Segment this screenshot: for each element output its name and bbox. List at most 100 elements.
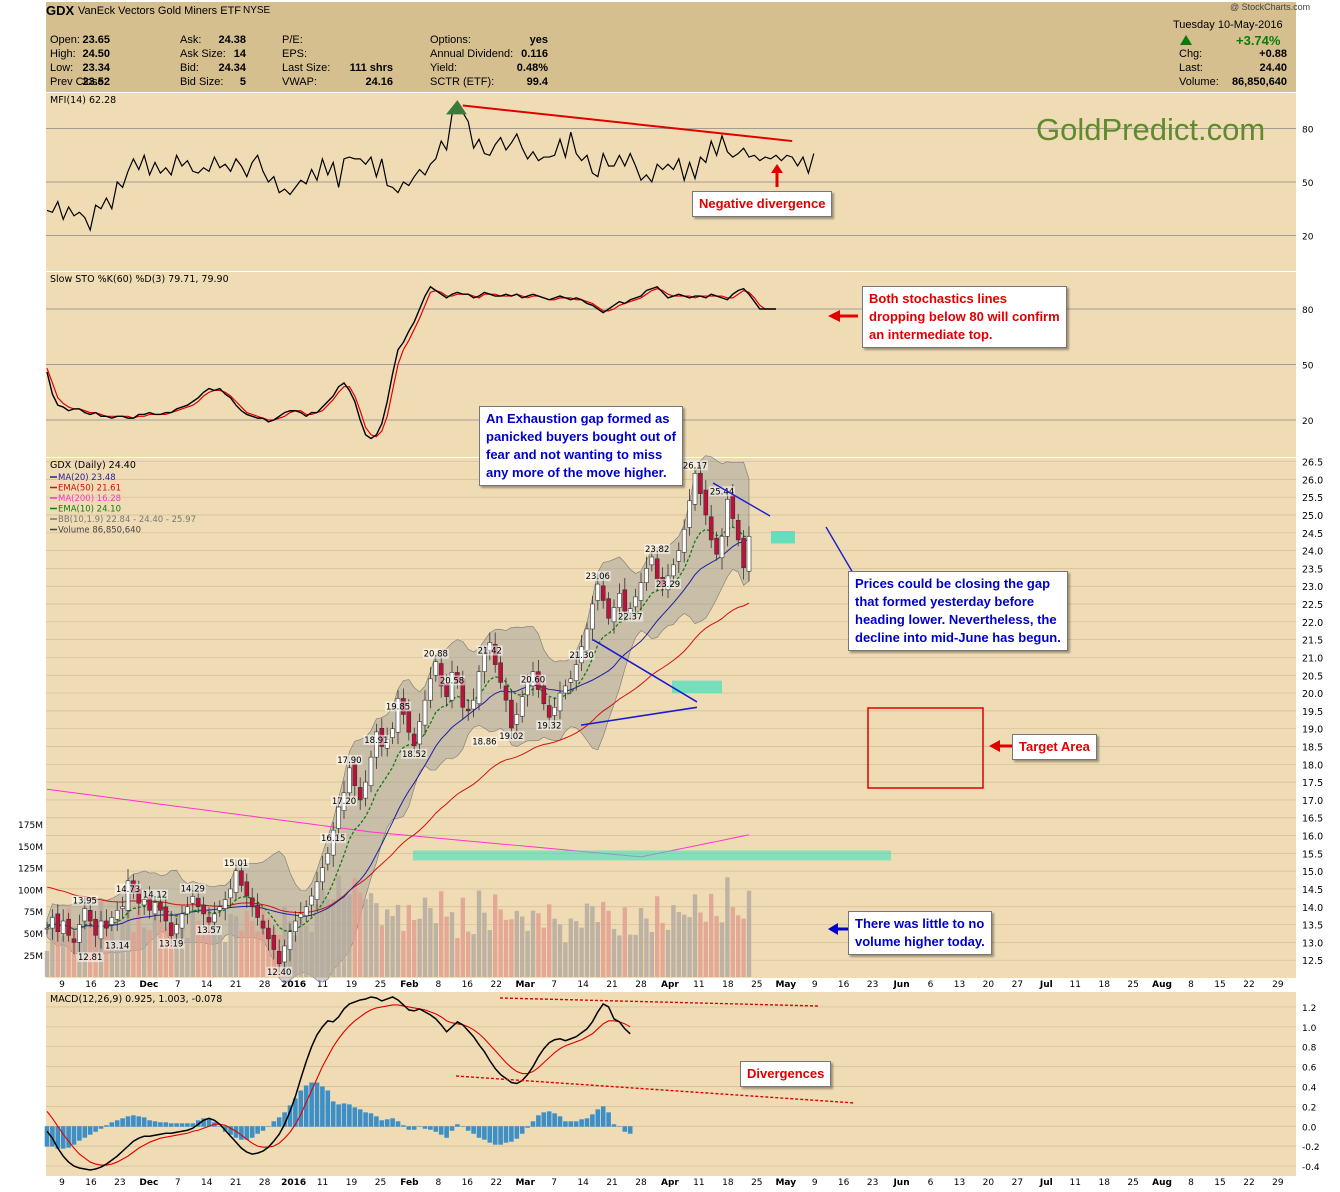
x-tick-label: Dec xyxy=(139,1178,158,1188)
candle-body xyxy=(438,663,444,687)
macd-histogram-bar xyxy=(563,1121,568,1127)
mfi-divergence-line xyxy=(462,104,793,143)
left-arrow-icon xyxy=(828,923,838,935)
candle-body xyxy=(714,537,719,555)
macd-histogram-bar xyxy=(492,1126,498,1145)
x-tick-label: 14 xyxy=(201,980,213,990)
volume-bar xyxy=(336,875,341,977)
candle-body xyxy=(174,924,179,935)
price-label-bg xyxy=(320,833,347,844)
macd-histogram-bar xyxy=(255,1126,260,1134)
stat-label: Last Size: xyxy=(282,62,331,74)
macd-histogram-bar xyxy=(131,1115,136,1127)
candle-body xyxy=(163,906,169,922)
macd-histogram-bar xyxy=(541,1112,547,1127)
breakout-zone xyxy=(672,680,722,694)
volume-bar xyxy=(552,918,557,977)
y-tick-label: 18.5 xyxy=(1302,742,1323,753)
price-label-bg xyxy=(471,736,498,747)
price-label: 19.32 xyxy=(537,721,561,731)
symbol: GDX xyxy=(46,3,75,18)
callout-line: that formed yesterday before xyxy=(855,594,1035,609)
y-tick-label: 1.0 xyxy=(1302,1024,1317,1034)
macd-histogram-bar xyxy=(93,1126,98,1132)
volume-bar xyxy=(692,894,698,977)
volume-bar xyxy=(730,907,735,977)
x-tick-label: 16 xyxy=(85,1178,97,1188)
candle-body xyxy=(185,906,190,915)
candle-body xyxy=(417,721,422,745)
y-tick-label: 22.0 xyxy=(1302,618,1323,629)
x-tick-label: 8 xyxy=(1188,980,1194,990)
macd-histogram-bar xyxy=(363,1112,368,1127)
y-tick-label: 20.5 xyxy=(1302,671,1323,682)
macd-histogram-bar xyxy=(174,1123,179,1127)
y-tick-label: 18.0 xyxy=(1302,760,1323,771)
candle-body xyxy=(509,699,514,729)
stat-label: EPS: xyxy=(282,48,308,60)
watermark: GoldPredict.com xyxy=(1036,112,1266,147)
candle-body xyxy=(681,528,687,553)
macd-histogram-bar xyxy=(120,1118,125,1127)
legend-entry: MA(20) 23.48 xyxy=(58,473,116,483)
macd-histogram-bar xyxy=(266,1126,271,1127)
instrument-name: VanEck Vectors Gold Miners ETF xyxy=(78,5,242,17)
macd-histogram-bar xyxy=(487,1126,493,1143)
volume-bar xyxy=(568,918,573,977)
volume-bar xyxy=(660,923,665,977)
volume-bar xyxy=(196,920,201,977)
triangle-upper-line xyxy=(592,638,698,703)
macd-histogram-bar xyxy=(82,1126,88,1138)
stat-value: 23.52 xyxy=(82,76,110,88)
volume-bar xyxy=(115,940,120,977)
macd-histogram-bar xyxy=(44,1126,50,1147)
price-label: 12.40 xyxy=(267,968,291,978)
x-tick-label: 25 xyxy=(751,1178,762,1188)
macd-histogram-bar xyxy=(114,1120,120,1127)
x-tick-label: 20 xyxy=(983,980,995,990)
macd-histogram-bar xyxy=(163,1122,169,1127)
stat-label: Bid: xyxy=(180,62,199,74)
x-tick-label: 16 xyxy=(838,980,850,990)
volume-bar xyxy=(741,918,746,977)
macd-histogram-bar xyxy=(444,1126,449,1138)
volume-bar xyxy=(493,894,498,977)
volume-bar xyxy=(709,893,714,977)
macd-histogram-bar xyxy=(595,1109,601,1127)
y-tick-label: 15.0 xyxy=(1302,867,1323,878)
legend-entry: EMA(50) 21.61 xyxy=(58,484,121,494)
y-tick-label: -0.2 xyxy=(1302,1143,1320,1153)
x-tick-label: 28 xyxy=(259,1178,271,1188)
volume-bar xyxy=(449,912,455,977)
candle-body xyxy=(595,583,601,601)
macd-histogram-bar xyxy=(530,1121,536,1127)
x-tick-label: 28 xyxy=(635,1178,647,1188)
x-tick-label: 19 xyxy=(346,1178,358,1188)
x-tick-label: May xyxy=(775,980,796,990)
candle-body xyxy=(314,881,320,900)
price-label-bg xyxy=(77,952,104,963)
volume-bar xyxy=(298,915,303,977)
volume-bar xyxy=(179,923,185,977)
volume-bar xyxy=(309,932,314,977)
macd-histogram-bar xyxy=(433,1126,439,1132)
legend-entry: BB(10,1.9) 22.84 - 24.40 - 25.97 xyxy=(58,515,196,525)
y-tick-label: 12.5 xyxy=(1302,956,1323,967)
stat-label: Chg: xyxy=(1179,48,1203,60)
volume-bar xyxy=(352,878,357,977)
y-tick-label: 16.5 xyxy=(1302,814,1323,825)
volume-bar xyxy=(574,921,579,977)
volume-bar xyxy=(746,890,752,977)
date-label: Tuesday 10-May-2016 xyxy=(1173,19,1283,31)
y-tick-label: 24.0 xyxy=(1302,547,1323,558)
volume-bar xyxy=(206,909,212,977)
volume-bar xyxy=(374,903,379,977)
x-tick-label: 22 xyxy=(1243,980,1254,990)
y-tick-label: 26.0 xyxy=(1302,475,1323,486)
macd-histogram-bar xyxy=(276,1117,282,1127)
y-tick-label: 24.5 xyxy=(1302,529,1323,540)
x-tick-label: 23 xyxy=(114,1178,125,1188)
macd-histogram-bar xyxy=(552,1113,557,1127)
macd-histogram-bar xyxy=(136,1116,142,1127)
x-tick-label: 11 xyxy=(1070,1178,1081,1188)
